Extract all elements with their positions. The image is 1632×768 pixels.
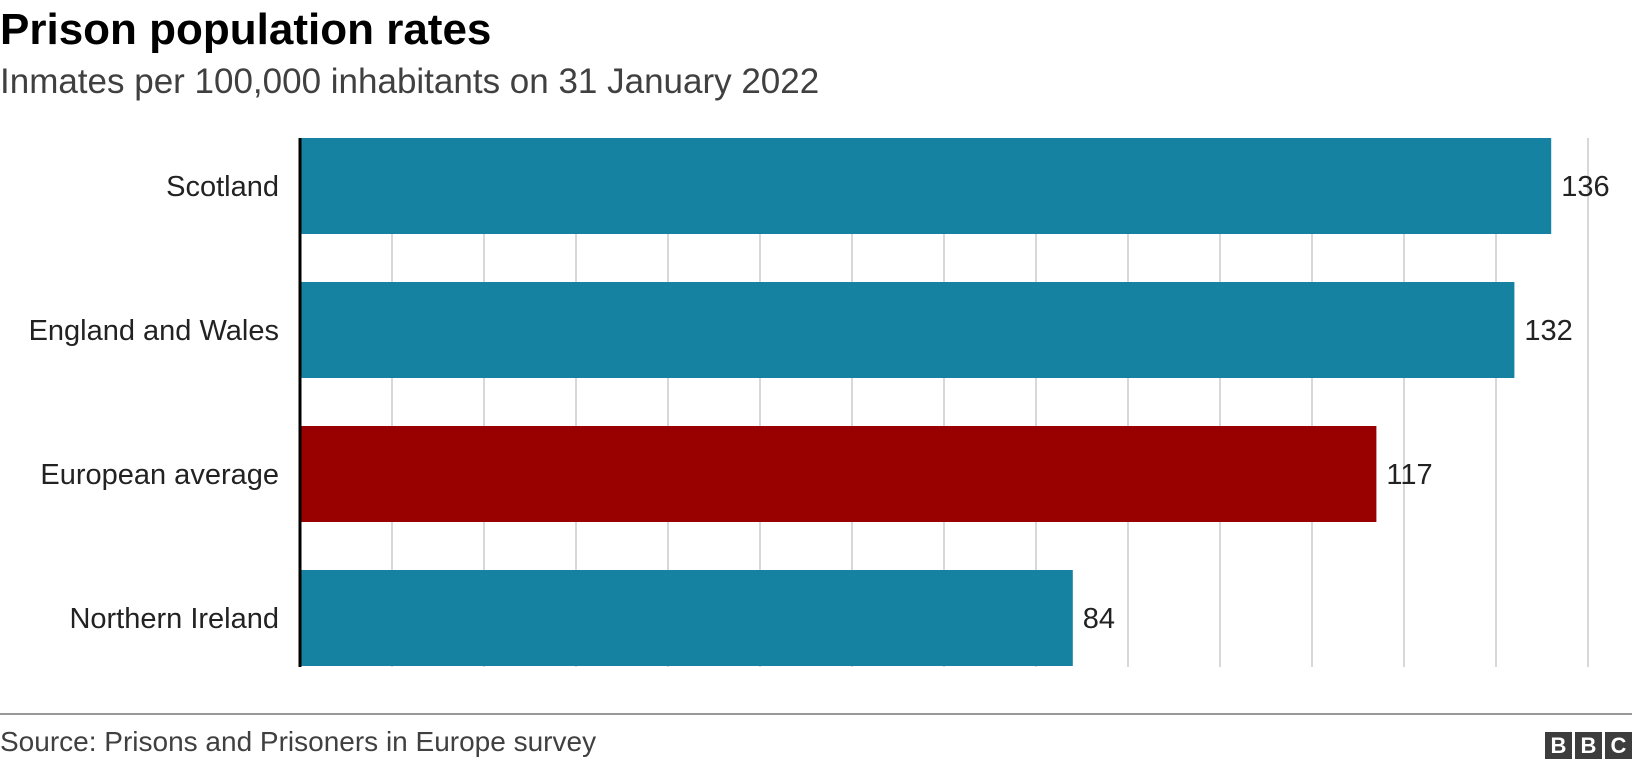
bar-chart: Scotland 136 England and Wales 132 European … bbox=[29, 138, 1610, 667]
category-label: European average bbox=[40, 459, 279, 491]
category-label: Scotland bbox=[166, 171, 279, 203]
bar bbox=[300, 138, 1552, 234]
logo-letter-2: B bbox=[1575, 732, 1602, 759]
bar bbox=[300, 426, 1377, 522]
category-label: England and Wales bbox=[29, 315, 279, 347]
logo-letter-1: B bbox=[1545, 732, 1572, 759]
chart-title: Prison population rates bbox=[0, 5, 492, 54]
logo-letter-3: C bbox=[1605, 732, 1632, 759]
footer-divider bbox=[0, 713, 1632, 715]
bar bbox=[300, 282, 1515, 378]
bar bbox=[300, 570, 1073, 666]
chart-subtitle: Inmates per 100,000 inhabitants on 31 Ja… bbox=[0, 62, 820, 101]
value-label: 132 bbox=[1524, 315, 1572, 347]
value-label: 117 bbox=[1386, 459, 1432, 491]
bbc-logo: B B C bbox=[1545, 732, 1632, 759]
source-note: Source: Prisons and Prisoners in Europe … bbox=[0, 726, 597, 757]
value-label: 84 bbox=[1083, 603, 1115, 635]
value-label: 136 bbox=[1561, 171, 1609, 203]
category-label: Northern Ireland bbox=[69, 603, 279, 635]
